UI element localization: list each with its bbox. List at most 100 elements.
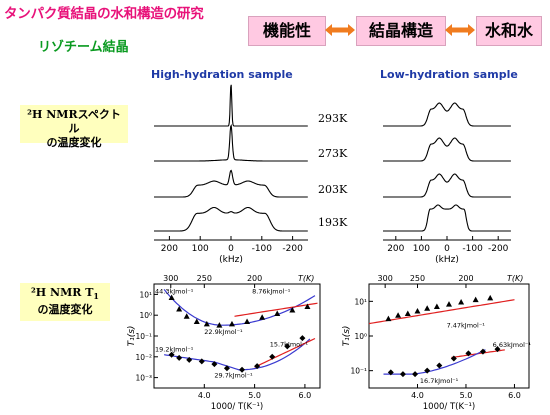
double-arrow-icon	[445, 24, 475, 36]
t1-x-tick-label: 5.0	[460, 391, 473, 400]
low-hydration-t1-chart: 4.0 5.0 6.0 1000/ T(K⁻¹) 10¹ 10⁰ 10⁻¹ T₁(s) 300 2…	[342, 274, 532, 412]
t1-data-point-triangle	[168, 294, 175, 301]
row-label-t1-text: ²H NMR T	[30, 286, 94, 299]
property-box-function: 機能性	[248, 16, 326, 46]
t1-data-point-triangle	[424, 305, 431, 311]
t1-activation-energy-label: 44.3kJmol⁻¹	[155, 287, 194, 295]
t1-data-point-triangle	[446, 301, 452, 307]
row-label-spectra-line2: の温度変化	[46, 136, 102, 149]
t1-data-point-diamond	[239, 366, 246, 373]
spectrum-x-axis-label: (kHz)	[435, 255, 459, 265]
spectrum-x-tick-label: -200	[488, 244, 509, 254]
t1-data-point-diamond	[479, 348, 486, 355]
t1-top-tick-label: 300	[163, 274, 178, 283]
t1-x-axis-label: 1000/ T(K⁻¹)	[211, 402, 264, 412]
t1-x-tick-label: 5.0	[248, 391, 261, 400]
t1-fit-curve	[234, 302, 318, 317]
t1-data-point-triangle	[458, 299, 465, 305]
t1-top-tick-label: 200	[458, 274, 473, 283]
t1-fit-curve	[368, 299, 515, 325]
t1-top-axis-label: T(K)	[507, 274, 523, 283]
t1-top-tick-label: 250	[410, 274, 425, 283]
property-box-crystal-structure: 結晶構造	[356, 16, 446, 46]
t1-top-tick-label: 300	[378, 274, 393, 283]
t1-data-point-triangle	[183, 313, 190, 319]
spectrum-trace-203K	[383, 173, 511, 198]
spectrum-x-tick-label: 200	[161, 244, 178, 254]
t1-data-point-triangle	[259, 314, 266, 320]
t1-data-point-triangle	[193, 318, 200, 324]
t1-y-tick-label: 10⁻¹	[350, 367, 367, 376]
t1-data-point-triangle	[433, 303, 440, 310]
t1-y-axis-label: T₁(s)	[127, 326, 137, 347]
row-label-t1-line1: ²H NMR T1	[22, 286, 108, 303]
t1-data-point-triangle	[487, 294, 494, 301]
t1-fit-curve	[163, 289, 316, 326]
t1-data-point-diamond	[284, 343, 291, 350]
t1-activation-energy-label: 29.7kJmol⁻¹	[214, 372, 253, 380]
row-label-t1: ²H NMR T1 の温度変化	[20, 283, 110, 321]
t1-data-point-triangle	[216, 322, 223, 328]
t1-data-point-diamond	[299, 335, 306, 342]
t1-data-point-triangle	[244, 318, 251, 324]
t1-data-point-diamond	[494, 346, 501, 353]
t1-data-point-diamond	[387, 369, 394, 376]
t1-data-point-diamond	[223, 365, 230, 372]
temperature-label: 273K	[318, 147, 348, 160]
t1-data-point-diamond	[436, 362, 443, 369]
column-header-high-hydration: High-hydration sample	[151, 68, 293, 81]
t1-data-point-diamond	[465, 350, 472, 357]
t1-y-tick-label: 10⁻²	[135, 353, 152, 362]
spectrum-trace-273K	[154, 123, 308, 162]
t1-data-point-diamond	[269, 353, 276, 360]
spectrum-trace-293K	[154, 84, 308, 127]
spectrum-trace-193K	[383, 204, 511, 232]
t1-data-point-triangle	[203, 320, 210, 327]
column-header-low-hydration: Low-hydration sample	[380, 68, 518, 81]
temperature-label: 203K	[318, 183, 348, 196]
t1-activation-energy-label: 22.9kJmol⁻¹	[204, 328, 243, 336]
t1-activation-energy-label: 7.47kJmol⁻¹	[447, 321, 486, 329]
t1-x-tick-label: 4.0	[411, 391, 424, 400]
t1-activation-energy-label: 16.7kJmol⁻¹	[420, 377, 459, 385]
t1-top-tick-label: 200	[247, 274, 262, 283]
t1-y-tick-label: 10⁰	[139, 311, 152, 320]
t1-activation-energy-label: 19.2kJmol⁻¹	[155, 346, 194, 354]
t1-data-point-triangle	[176, 305, 183, 312]
spectrum-x-tick-label: -100	[462, 244, 483, 254]
spectrum-trace-273K	[383, 137, 511, 162]
spectrum-x-axis-label: (kHz)	[219, 255, 243, 265]
t1-data-point-diamond	[424, 367, 431, 374]
t1-y-tick-label: 10¹	[139, 290, 152, 299]
t1-data-point-triangle	[395, 312, 402, 318]
t1-data-point-diamond	[186, 356, 193, 363]
spectrum-x-tick-label: -200	[282, 244, 303, 254]
t1-activation-energy-label: 15.7kJmol⁻¹	[270, 340, 309, 348]
spectrum-x-tick-label: 200	[387, 244, 404, 254]
t1-y-axis-label: T₁(s)	[342, 326, 352, 347]
t1-data-point-triangle	[228, 320, 235, 327]
t1-data-point-diamond	[399, 371, 406, 378]
row-label-t1-sub: 1	[93, 291, 99, 302]
t1-y-tick-label: 10⁰	[354, 332, 367, 341]
slide-title: タンパク質結晶の水和構造の研究	[4, 6, 204, 22]
t1-x-axis-label: 1000/ T(K⁻¹)	[423, 402, 476, 412]
spectrum-x-tick-label: 100	[192, 244, 209, 254]
temperature-label: 293K	[318, 112, 348, 125]
t1-data-point-triangle	[472, 296, 479, 303]
t1-data-point-triangle	[385, 315, 392, 322]
t1-data-point-diamond	[412, 371, 419, 378]
t1-x-tick-label: 4.0	[198, 391, 211, 400]
temperature-label: 193K	[318, 216, 348, 229]
spectrum-x-tick-label: 100	[413, 244, 430, 254]
t1-data-point-diamond	[211, 361, 218, 368]
low-hydration-spectra-chart: 200 100 0 -100 -200 (kHz)	[383, 102, 511, 265]
t1-activation-energy-label: 6.63kJmol⁻¹	[493, 341, 532, 349]
t1-data-point-triangle	[289, 307, 296, 313]
row-label-spectra: ²H NMRスペクトル の温度変化	[20, 105, 128, 149]
row-label-t1-line2: の温度変化	[37, 303, 93, 317]
t1-top-tick-label: 250	[197, 274, 212, 283]
t1-y-tick-label: 10⁻³	[135, 374, 152, 383]
t1-data-point-diamond	[176, 354, 183, 361]
high-hydration-t1-chart: 4.0 5.0 6.0 1000/ T(K⁻¹) 10¹ 10⁰ 10⁻¹ 10⁻² 10⁻³ T…	[127, 274, 321, 412]
